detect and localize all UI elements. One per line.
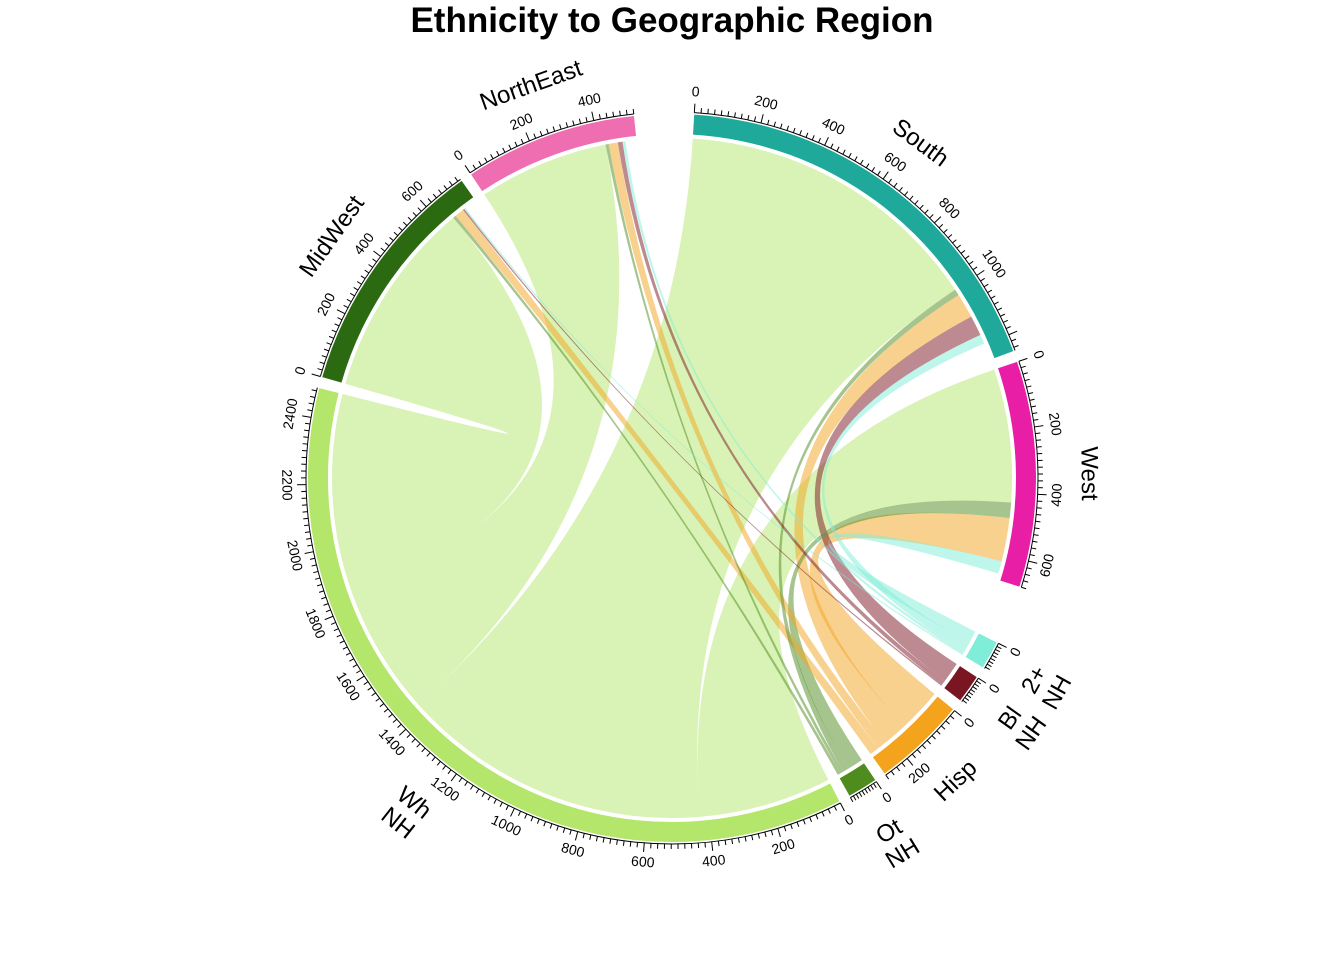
tick-label-whnh: 200	[770, 835, 797, 857]
chord-link-hisp-south	[794, 295, 972, 743]
chord-link-whnh-northeast	[351, 144, 620, 705]
tick-label-northeast: 200	[507, 109, 535, 133]
tick-label-northeast: 0	[451, 146, 467, 164]
chord-link-whnh-west	[697, 369, 1012, 817]
tick-label-west: 0	[1030, 348, 1048, 361]
sector-label-hisp: Hisp	[929, 754, 982, 807]
tick-label-hisp: 200	[905, 759, 933, 786]
tick-label-west: 600	[1036, 552, 1057, 579]
tick-label-midwest: 200	[314, 290, 339, 318]
sector-arc-south	[693, 114, 1014, 359]
tick-label-whnh: 2400	[280, 397, 301, 431]
sector-label-west: West	[1075, 446, 1103, 501]
tick-label-whnh: 2200	[279, 469, 296, 501]
chord-link-blnh-south	[814, 316, 981, 681]
tick-label-whnh: 400	[701, 851, 726, 869]
tick-label-whnh: 800	[560, 839, 587, 861]
tick-label-whnh: 600	[631, 853, 656, 871]
tick-label-midwest: 0	[291, 364, 309, 376]
tick-label-whnh: 0	[842, 811, 856, 829]
chord-link-2nh-south	[822, 334, 985, 651]
sector-west: 0 200 400 600 West	[998, 348, 1103, 590]
sector-arc-west	[998, 361, 1036, 587]
tick-label-whnh: 1400	[376, 725, 409, 759]
tick-label-south: 200	[753, 92, 780, 113]
tick-label-west: 400	[1048, 483, 1065, 507]
chord-link-whnh-south	[418, 138, 956, 819]
chord-link-hisp-midwest	[455, 209, 879, 754]
tick-label-whnh: 1800	[303, 606, 330, 641]
sector-arc-otnh	[839, 763, 876, 796]
tick-label-northeast: 400	[576, 89, 602, 110]
sector-arc-northeast	[471, 115, 637, 192]
chord-links	[332, 138, 1012, 819]
tick-label-south: 0	[691, 83, 700, 99]
tick-label-midwest: 400	[350, 229, 377, 257]
tick-label-whnh: 1600	[333, 669, 363, 704]
tick-label-south: 1000	[979, 246, 1010, 281]
tick-label-west: 200	[1046, 411, 1065, 437]
tick-label-whnh: 2000	[284, 539, 306, 573]
tick-label-hisp: 0	[960, 714, 977, 730]
sector-arc-midwest	[322, 180, 474, 383]
chord-link-whnh-midwest	[332, 217, 542, 592]
tick-label-south: 600	[881, 148, 909, 175]
sector-label-northeast: NorthEast	[476, 55, 586, 117]
sector-arc-blnh	[944, 666, 977, 701]
sector-whnh: 0200400600800100012001400160018002000220…	[279, 387, 856, 871]
tick-label-south: 400	[820, 114, 848, 138]
chord-link-2nh-west	[828, 533, 1002, 643]
tick-label-midwest: 600	[398, 177, 426, 205]
sector-2nh: 02+NH	[965, 633, 1077, 714]
tick-label-otnh: 0	[879, 788, 895, 806]
tick-label-blnh: 0	[985, 681, 1003, 696]
chart-title: Ethnicity to Geographic Region	[410, 1, 934, 40]
sector-arc-hisp	[872, 696, 954, 774]
tick-label-2nh: 0	[1006, 645, 1024, 659]
sector-arc-2nh	[965, 633, 997, 668]
